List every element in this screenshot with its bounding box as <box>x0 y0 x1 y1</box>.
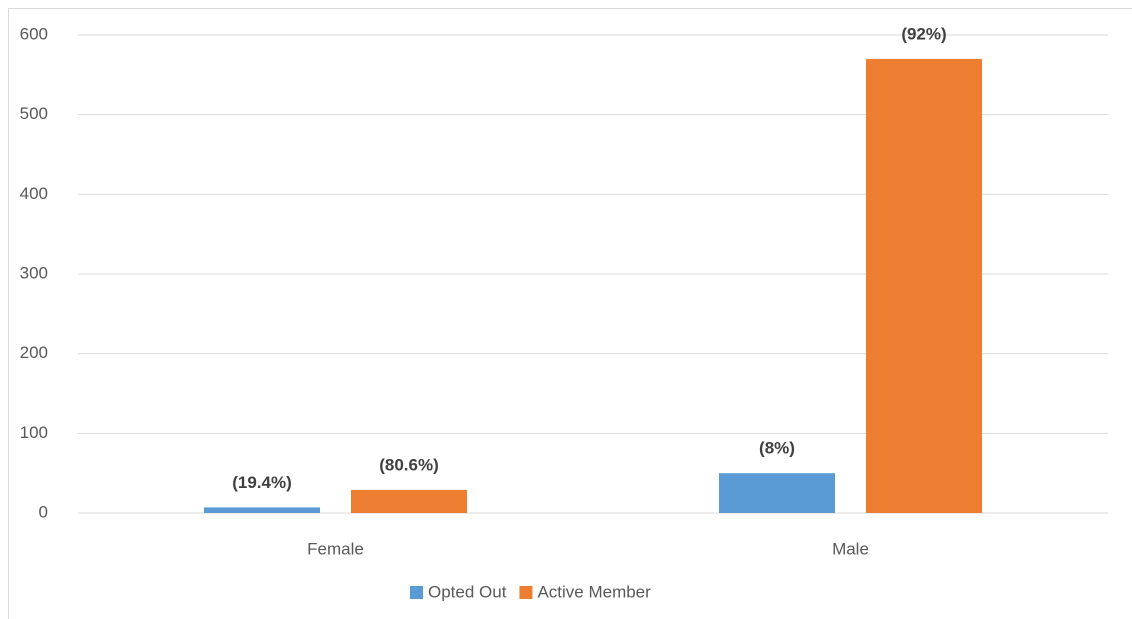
bar <box>719 473 835 513</box>
y-tick-label: 500 <box>20 104 48 123</box>
bar <box>204 507 320 513</box>
bar <box>866 58 982 514</box>
y-tick-label: 400 <box>20 184 48 203</box>
data-label: (19.4%) <box>232 473 292 492</box>
x-tick-label: Male <box>832 539 869 558</box>
y-tick-label: 200 <box>20 343 48 362</box>
legend-swatch <box>410 586 423 599</box>
data-label: (8%) <box>759 439 795 458</box>
y-tick-label: 0 <box>39 502 48 521</box>
chart-border <box>8 8 1132 619</box>
data-label: (80.6%) <box>379 455 439 474</box>
y-tick-label: 300 <box>20 263 48 282</box>
legend-label: Opted Out <box>428 582 507 601</box>
legend-label: Active Member <box>537 582 651 601</box>
legend-swatch <box>519 586 533 599</box>
x-tick-label: Female <box>307 539 364 558</box>
data-label: (92%) <box>901 24 946 43</box>
y-tick-label: 600 <box>20 24 48 43</box>
y-tick-label: 100 <box>20 423 48 442</box>
bar <box>351 489 467 513</box>
